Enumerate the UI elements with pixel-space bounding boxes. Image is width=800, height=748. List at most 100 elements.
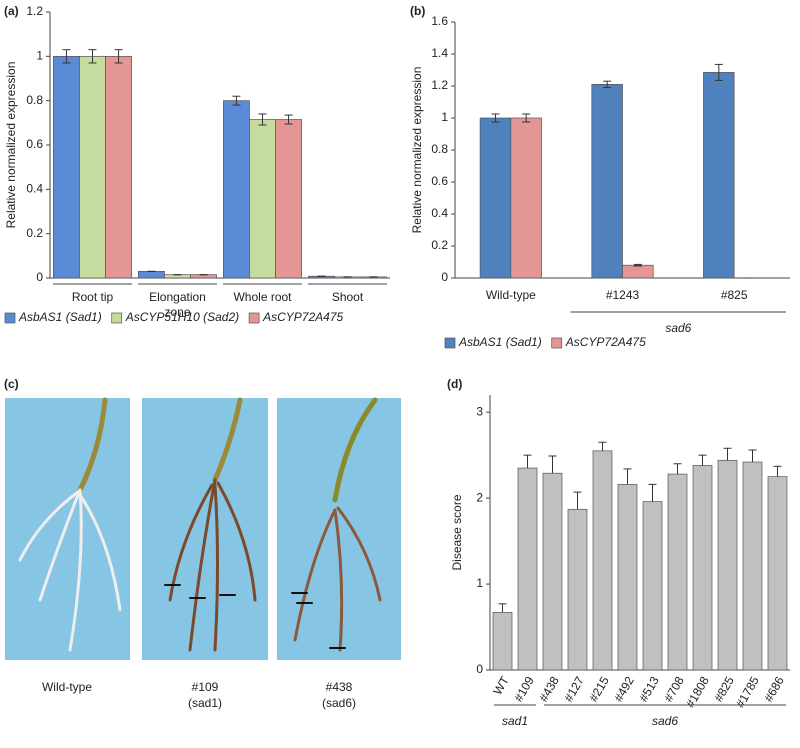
chart: (d) Disease score 0 1 2 3 WT #109 #438 #127 #215 #4…	[447, 377, 790, 728]
y-tick-label: 0.8	[26, 93, 43, 107]
y-tick-label: 0.8	[431, 142, 448, 156]
bar	[622, 264, 654, 279]
x-tick-label: Elongation zone	[149, 290, 206, 319]
bar	[105, 55, 132, 279]
bar	[742, 461, 763, 671]
legend-swatch	[111, 312, 123, 324]
error-bar	[523, 454, 532, 469]
error-bar	[548, 455, 557, 474]
y-tick-label: 0.4	[431, 206, 448, 220]
y-tick-label: 3	[476, 404, 483, 418]
group-label: sad1	[502, 714, 528, 728]
x-tick-label: #1243	[606, 288, 640, 302]
bar	[53, 55, 80, 279]
y-tick-label: 1	[36, 49, 43, 63]
bar	[275, 119, 302, 279]
x-tick-label: Root tip	[72, 290, 114, 304]
y-tick-label: 2	[476, 490, 483, 504]
y-tick-label: 1.2	[26, 4, 43, 18]
y-tick-label: 1	[441, 110, 448, 124]
x-tick-label: Shoot	[332, 290, 364, 304]
error-bar	[88, 49, 97, 64]
x-tick-label: #492	[611, 674, 637, 704]
x-tick-label: Whole root	[233, 290, 292, 304]
error-bar	[573, 491, 582, 510]
error-bar	[673, 463, 682, 475]
bar	[692, 465, 713, 671]
group-label: sad6	[652, 714, 678, 728]
error-bar	[232, 95, 241, 106]
bar	[642, 501, 663, 671]
photo-caption: #438	[326, 680, 353, 694]
chart: (b) Relative normalized expression 0 0.2 0.4…	[410, 4, 790, 349]
y-tick-label: 1.6	[431, 14, 448, 28]
error-bar	[114, 49, 123, 64]
y-axis-label: Relative normalized expression	[410, 67, 424, 234]
y-tick-label: 1	[476, 576, 483, 590]
y-tick-label: 1.4	[431, 46, 448, 60]
error-bar	[723, 447, 732, 461]
error-bar	[522, 113, 531, 123]
bar	[717, 459, 738, 671]
chart: (a) Relative normalized expression 0 0.2 0.4…	[4, 4, 390, 324]
bar	[492, 612, 513, 671]
bar	[591, 84, 623, 279]
y-axis-label: Relative normalized expression	[4, 62, 18, 229]
bar	[567, 508, 588, 671]
x-tick-label: #513	[636, 674, 662, 704]
photo-note: (sad6)	[322, 696, 356, 710]
y-tick-label: 0	[441, 270, 448, 284]
seedlings	[18, 397, 382, 652]
panel-label: (a)	[4, 4, 19, 18]
bar	[592, 450, 613, 671]
x-tick-label: #825	[711, 674, 737, 704]
photo	[277, 398, 401, 660]
legend-label: AsCYP51H10 (Sad2)	[125, 310, 239, 324]
x-tick-label: #109	[511, 674, 537, 704]
panel-label: (d)	[447, 377, 462, 391]
y-tick-label: 0.6	[431, 174, 448, 188]
bar	[517, 467, 538, 671]
error-bar	[62, 49, 71, 64]
x-tick-label: #825	[721, 288, 748, 302]
error-bar	[623, 468, 632, 485]
error-bar	[773, 465, 782, 477]
x-tick-label: #438	[536, 674, 562, 704]
error-bar	[698, 454, 707, 466]
bar	[138, 271, 165, 279]
error-bar	[603, 80, 612, 89]
x-tick-label: Wild-type	[486, 288, 536, 302]
x-tick-label: #686	[761, 674, 787, 704]
bar	[510, 117, 542, 279]
photo-caption: Wild-type	[42, 680, 92, 694]
photo	[5, 398, 130, 660]
legend-label: AsbAS1 (Sad1)	[458, 335, 542, 349]
error-bar	[748, 449, 757, 463]
bar	[479, 117, 512, 279]
x-tick-label: WT	[490, 674, 512, 698]
bar	[79, 55, 106, 279]
y-tick-label: 0.2	[26, 226, 43, 240]
y-axis-label: Disease score	[450, 494, 464, 570]
bar	[767, 476, 788, 671]
x-tick-label: #215	[586, 674, 612, 704]
bar	[703, 72, 735, 279]
error-bar	[714, 63, 723, 81]
legend-swatch	[551, 337, 563, 349]
legend-label: AsbAS1 (Sad1)	[18, 310, 102, 324]
error-bar	[491, 113, 500, 123]
x-tick-label: #127	[561, 674, 587, 704]
legend-label: AsCYP72A475	[262, 310, 343, 324]
error-bar	[633, 263, 642, 267]
bar	[223, 100, 250, 279]
y-tick-label: 0.2	[431, 238, 448, 252]
error-bar	[648, 483, 657, 502]
legend-swatch	[248, 312, 260, 324]
panel-label: (b)	[410, 4, 425, 18]
error-bar	[284, 114, 293, 125]
photo-panel: (c) Wild-type #109 (sad1) #438 (sad6)	[4, 377, 401, 710]
error-bar	[498, 603, 507, 613]
bar	[617, 484, 638, 671]
bar	[249, 119, 276, 279]
